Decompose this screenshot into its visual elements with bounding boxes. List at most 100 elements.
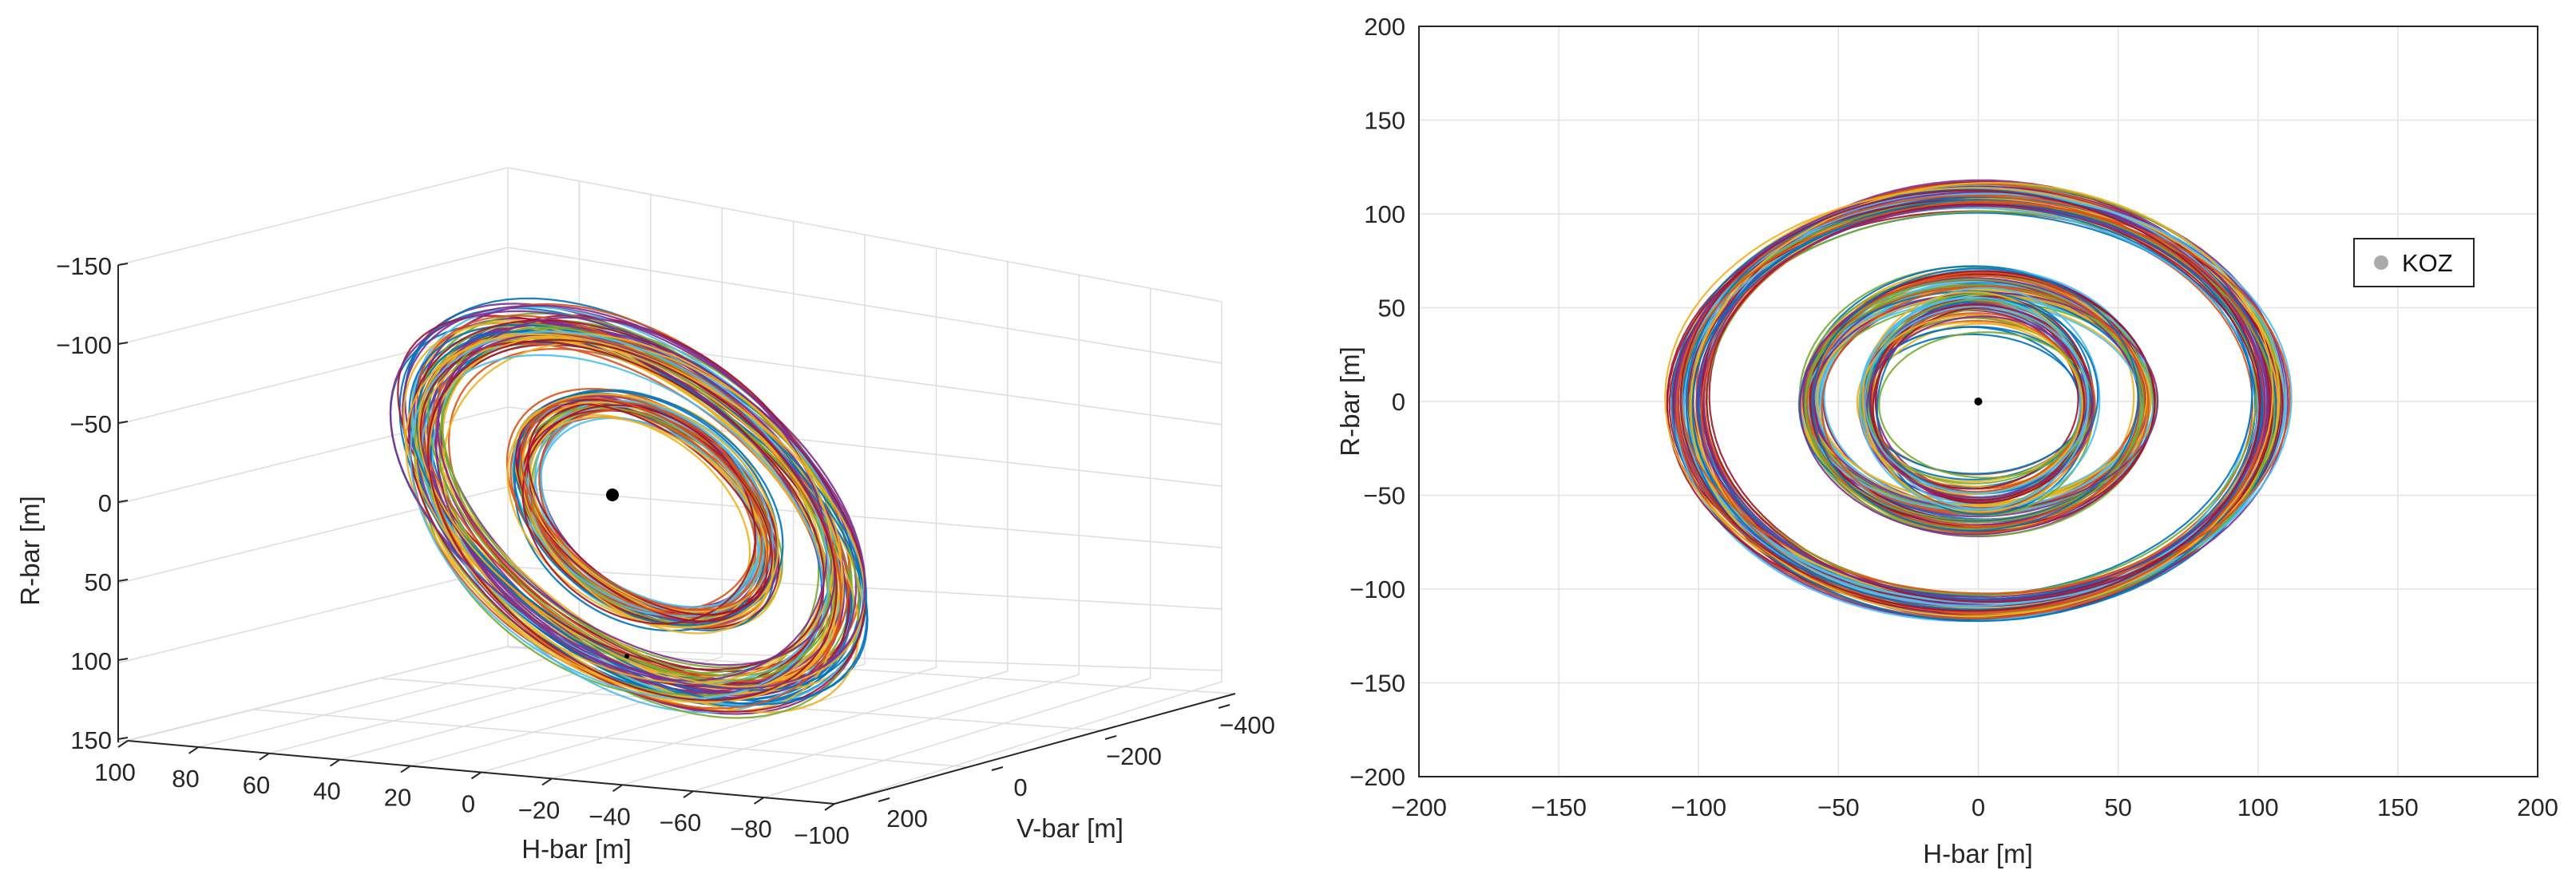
plot-3d-ztick <box>117 263 129 266</box>
plot-3d-trajectories <box>389 297 869 719</box>
plot-3d-trajectory <box>426 333 824 694</box>
plot-3d-grid <box>117 167 1235 805</box>
plot-3d-xtick <box>683 790 694 799</box>
plot-3d-trajectory <box>389 310 866 690</box>
plot-3d-ztick <box>117 579 129 582</box>
plot-3d-xtick <box>824 803 835 811</box>
plot-2d-xtick-label: −100 <box>1670 793 1726 821</box>
plot-2d-ytick-label: 200 <box>1364 13 1405 41</box>
plot-3d-trajectory <box>427 338 838 702</box>
plot-2d-trajectory <box>1813 291 2159 511</box>
plot-3d-ylabel: V-bar [m] <box>1017 813 1124 843</box>
plot-3d-side-gridline <box>117 167 509 266</box>
plot-2d-ytick-label: −150 <box>1349 670 1405 698</box>
plot-3d-floor-gridline <box>692 674 1080 792</box>
plot-2d-trajectory <box>1805 284 2145 524</box>
plot-2d-trajectory <box>1876 298 2092 516</box>
plot-2d-xtick-label: 0 <box>1972 793 1985 821</box>
plot-2d-trajectory <box>1695 204 2266 599</box>
legend-koz-label: KOZ <box>2402 249 2453 277</box>
plot-3d-ytick <box>1104 735 1117 740</box>
plot-3d-ztick-label: 150 <box>70 726 112 754</box>
plot-3d-xtick-label: 20 <box>384 784 411 812</box>
plot-3d-xtick-label: −20 <box>518 796 561 824</box>
plot-3d-floor-gridline-v <box>254 709 969 768</box>
plot-3d-floor-gridline <box>834 681 1223 805</box>
plot-3d-xtick-label: 100 <box>94 758 136 786</box>
plot-2d-trajectory <box>1805 275 2142 529</box>
plot-3d-ytick <box>1218 704 1231 709</box>
plot-3d-floor-gridline <box>410 659 794 767</box>
plot-2d-ytick-label: −200 <box>1349 763 1405 791</box>
plot-3d-ytick-label: −400 <box>1219 711 1275 739</box>
plot-3d-trajectory <box>437 334 836 667</box>
plot-2d-trajectory <box>1872 306 2094 504</box>
plot-3d-ztick <box>117 500 129 503</box>
plot-3d-xtick-label: −60 <box>660 809 702 837</box>
plot-2d-trajectory <box>1864 306 2090 494</box>
plot-3d-xtick <box>329 758 341 767</box>
plot-2d-ytick-label: −50 <box>1363 482 1405 510</box>
plot-2d-trajectory <box>1859 296 2089 511</box>
plot-3d-ytick <box>878 797 890 802</box>
plot-2d-trajectory <box>1865 315 2094 499</box>
plot-3d-center-point <box>606 489 619 501</box>
plot-3d-xlabel: H-bar [m] <box>521 834 632 864</box>
plot-3d-back-gridline <box>507 247 1223 364</box>
plot-3d-xtick-label: 60 <box>243 771 270 799</box>
plot-2d-trajectory <box>1679 189 2261 612</box>
plot-3d-xtick <box>753 797 765 805</box>
plot-3d-trajectory <box>419 340 825 670</box>
plot-3d-trajectory <box>520 397 769 611</box>
plot-2d-xtick-label: 150 <box>2377 793 2419 821</box>
plot-3d-xtick <box>470 771 482 780</box>
plot-3d-xtick <box>541 777 553 786</box>
plot-3d-ytick-label: 200 <box>886 805 928 833</box>
plot-3d-trajectory <box>411 306 864 706</box>
plot-3d-ytick-label: 0 <box>1013 773 1027 801</box>
plot-3d-trajectory <box>405 334 839 702</box>
plot-3d-xtick <box>259 752 270 761</box>
plot-3d-xtick-label: 40 <box>313 777 340 805</box>
plot-3d-xtick <box>612 784 624 793</box>
plot-2d-trajectory <box>1700 200 2265 614</box>
plot-2d-xlabel: H-bar [m] <box>1923 839 2033 868</box>
plot-3d-side-gridline <box>117 566 509 664</box>
plot-2d-ytick-label: 50 <box>1378 295 1405 322</box>
plot-3d-xtick-label: 0 <box>462 790 475 818</box>
plot-2d-ytick-label: −100 <box>1349 576 1405 603</box>
plot-3d-background <box>118 168 1222 804</box>
plot-3d-trajectory <box>427 332 834 685</box>
plot-2d-trajectory <box>1811 267 2139 532</box>
plot-3d-ztick-label: 0 <box>98 489 112 517</box>
plot-3d-xtick-label: −40 <box>589 802 631 830</box>
plot-2d-ylabel: R-bar [m] <box>1335 346 1365 457</box>
plot-2d-xtick-label: −150 <box>1531 793 1587 821</box>
plot-3d-xtick-label: −80 <box>730 815 772 843</box>
plot-3d-ytick-label: −200 <box>1106 742 1162 770</box>
plot-3d-ztick-label: −150 <box>56 252 112 280</box>
plot-2d-ytick-label: 150 <box>1364 107 1405 135</box>
plot-3d-trajectory <box>418 333 866 688</box>
plot-2d: −200 −150 −100 −50 0 50 100 150 200 200 150 100 50 0 −… <box>1335 13 2558 868</box>
plot-3d-ztick-label: 50 <box>85 568 112 596</box>
plot-3d-xtick <box>188 746 200 754</box>
plot-3d-ztick-label: −100 <box>56 331 112 359</box>
plot-3d-ztick <box>117 421 129 424</box>
plot-3d-trajectory <box>506 393 779 629</box>
plot-2d-ytick-label: 100 <box>1364 200 1405 228</box>
plot-3d-trajectory <box>411 330 869 702</box>
plot-2d-center-point <box>1974 398 1983 405</box>
plot-3d-side-gridline <box>117 646 509 743</box>
plot-3d-zlabel: R-bar [m] <box>15 496 45 606</box>
plot-2d-trajectory <box>1816 293 2148 504</box>
plot-3d-xtick <box>400 765 411 773</box>
plot-3d-trajectory <box>515 402 768 623</box>
plot-2d-xtick-label: −50 <box>1817 793 1860 821</box>
plot-3d-ztick-label: 100 <box>70 647 112 675</box>
plot-2d-trajectory <box>1821 285 2150 528</box>
plot-2d-xtick-label: 50 <box>2104 793 2131 821</box>
plot-2d-xtick-label: 100 <box>2237 793 2279 821</box>
